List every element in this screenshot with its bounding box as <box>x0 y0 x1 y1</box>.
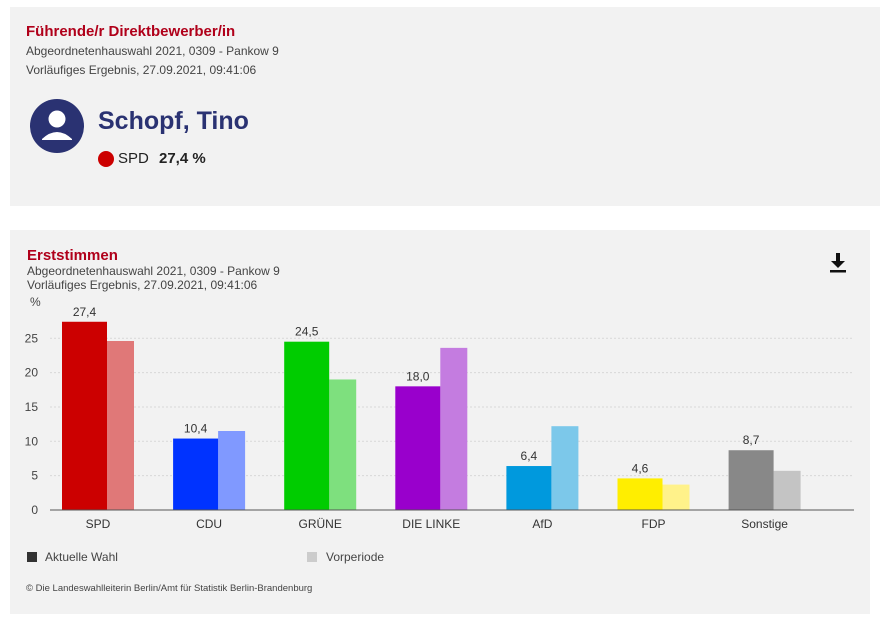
data-label: 18,0 <box>406 369 430 383</box>
y-tick-label: 0 <box>31 503 38 517</box>
y-tick-label: 10 <box>25 434 39 448</box>
bar-current <box>284 341 330 510</box>
candidate-name: Schopf, Tino <box>98 107 249 135</box>
party-name: SPD <box>118 150 149 167</box>
data-label: 6,4 <box>521 449 538 463</box>
x-tick-label: Sonstige <box>741 517 788 531</box>
bar-current <box>617 478 663 510</box>
legend-label-current: Aktuelle Wahl <box>45 550 118 564</box>
bar-current <box>728 450 774 510</box>
bar-current <box>506 466 552 510</box>
legend-swatch-current <box>27 552 37 562</box>
x-tick-label: FDP <box>642 517 666 531</box>
bar-current <box>173 438 219 510</box>
bar-previous <box>551 426 579 510</box>
y-tick-label: 15 <box>25 400 39 414</box>
bar-previous <box>662 484 690 510</box>
y-tick-label: 25 <box>25 331 39 345</box>
first-votes-panel: Erststimmen Abgeordnetenhauswahl 2021, 0… <box>10 230 870 614</box>
y-tick-label: 20 <box>25 366 39 380</box>
x-tick-label: GRÜNE <box>299 517 342 531</box>
chart-election-info: Abgeordnetenhauswahl 2021, 0309 - Pankow… <box>27 264 280 278</box>
bar-chart: % 0 5 10 15 20 25 27,4 SPD 10,4 CDU 24,5 GRÜNE 18,0 DI… <box>25 295 854 531</box>
data-label: 8,7 <box>743 433 760 447</box>
chart-title: Erststimmen <box>27 247 118 264</box>
data-label: 27,4 <box>73 305 97 319</box>
y-tick-label: 5 <box>31 469 38 483</box>
data-label: 4,6 <box>632 461 649 475</box>
bar-previous <box>329 379 357 510</box>
chart-timestamp: Vorläufiges Ergebnis, 27.09.2021, 09:41:… <box>27 278 258 292</box>
bar-current <box>395 386 441 510</box>
download-icon[interactable] <box>828 252 848 274</box>
bar-previous <box>107 340 134 510</box>
result-timestamp: Vorläufiges Ergebnis, 27.09.2021, 09:41:… <box>26 63 257 77</box>
data-label: 24,5 <box>295 325 319 339</box>
copyright-footer: © Die Landeswahlleiterin Berlin/Amt für … <box>26 583 313 594</box>
legend-swatch-previous <box>307 552 317 562</box>
avatar-icon <box>30 99 84 153</box>
x-tick-label: DIE LINKE <box>402 517 460 531</box>
vote-percent: 27,4 % <box>159 150 206 167</box>
panel-title: Führende/r Direktbewerber/in <box>26 23 236 40</box>
bar-current <box>62 321 107 510</box>
leading-candidate-panel: Führende/r Direktbewerber/in Abgeordnete… <box>10 7 880 206</box>
data-label: 10,4 <box>184 422 208 436</box>
party-color-dot <box>98 151 114 167</box>
bar-previous <box>773 470 801 510</box>
x-tick-label: CDU <box>196 517 222 531</box>
y-axis-label: % <box>30 295 41 309</box>
x-tick-label: SPD <box>86 517 111 531</box>
bar-previous <box>218 430 246 510</box>
legend-label-previous: Vorperiode <box>326 550 385 564</box>
bar-previous <box>440 347 468 510</box>
election-info: Abgeordnetenhauswahl 2021, 0309 - Pankow… <box>26 44 279 58</box>
x-tick-label: AfD <box>532 517 552 531</box>
